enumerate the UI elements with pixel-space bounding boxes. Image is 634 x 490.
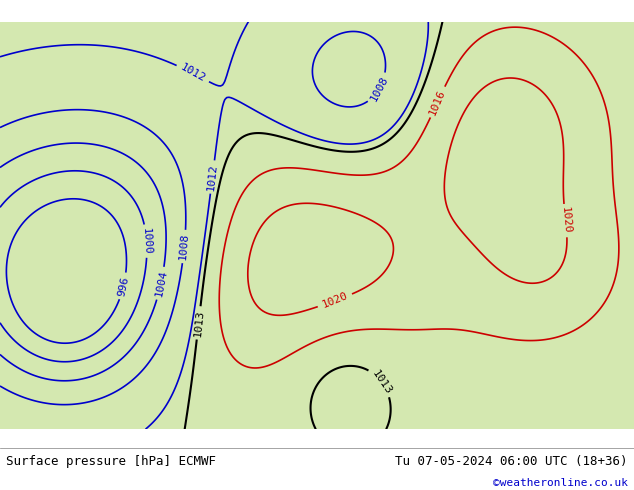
Polygon shape (0, 22, 272, 429)
Text: ©weatheronline.co.uk: ©weatheronline.co.uk (493, 478, 628, 489)
Text: 1016: 1016 (428, 88, 448, 117)
Text: 1013: 1013 (192, 309, 205, 337)
Text: 1012: 1012 (179, 62, 207, 84)
Polygon shape (0, 22, 634, 429)
Text: Surface pressure [hPa] ECMWF: Surface pressure [hPa] ECMWF (6, 455, 216, 468)
Text: 1000: 1000 (141, 227, 152, 255)
Text: 996: 996 (117, 275, 131, 297)
Text: 1020: 1020 (559, 207, 572, 235)
Text: 1004: 1004 (153, 269, 169, 297)
Text: Tu 07-05-2024 06:00 UTC (18+36): Tu 07-05-2024 06:00 UTC (18+36) (395, 455, 628, 468)
Text: 1020: 1020 (321, 291, 349, 310)
Text: 1012: 1012 (206, 163, 219, 191)
Text: 1013: 1013 (370, 368, 394, 396)
Text: 1008: 1008 (368, 74, 390, 103)
Text: 1008: 1008 (178, 233, 190, 260)
